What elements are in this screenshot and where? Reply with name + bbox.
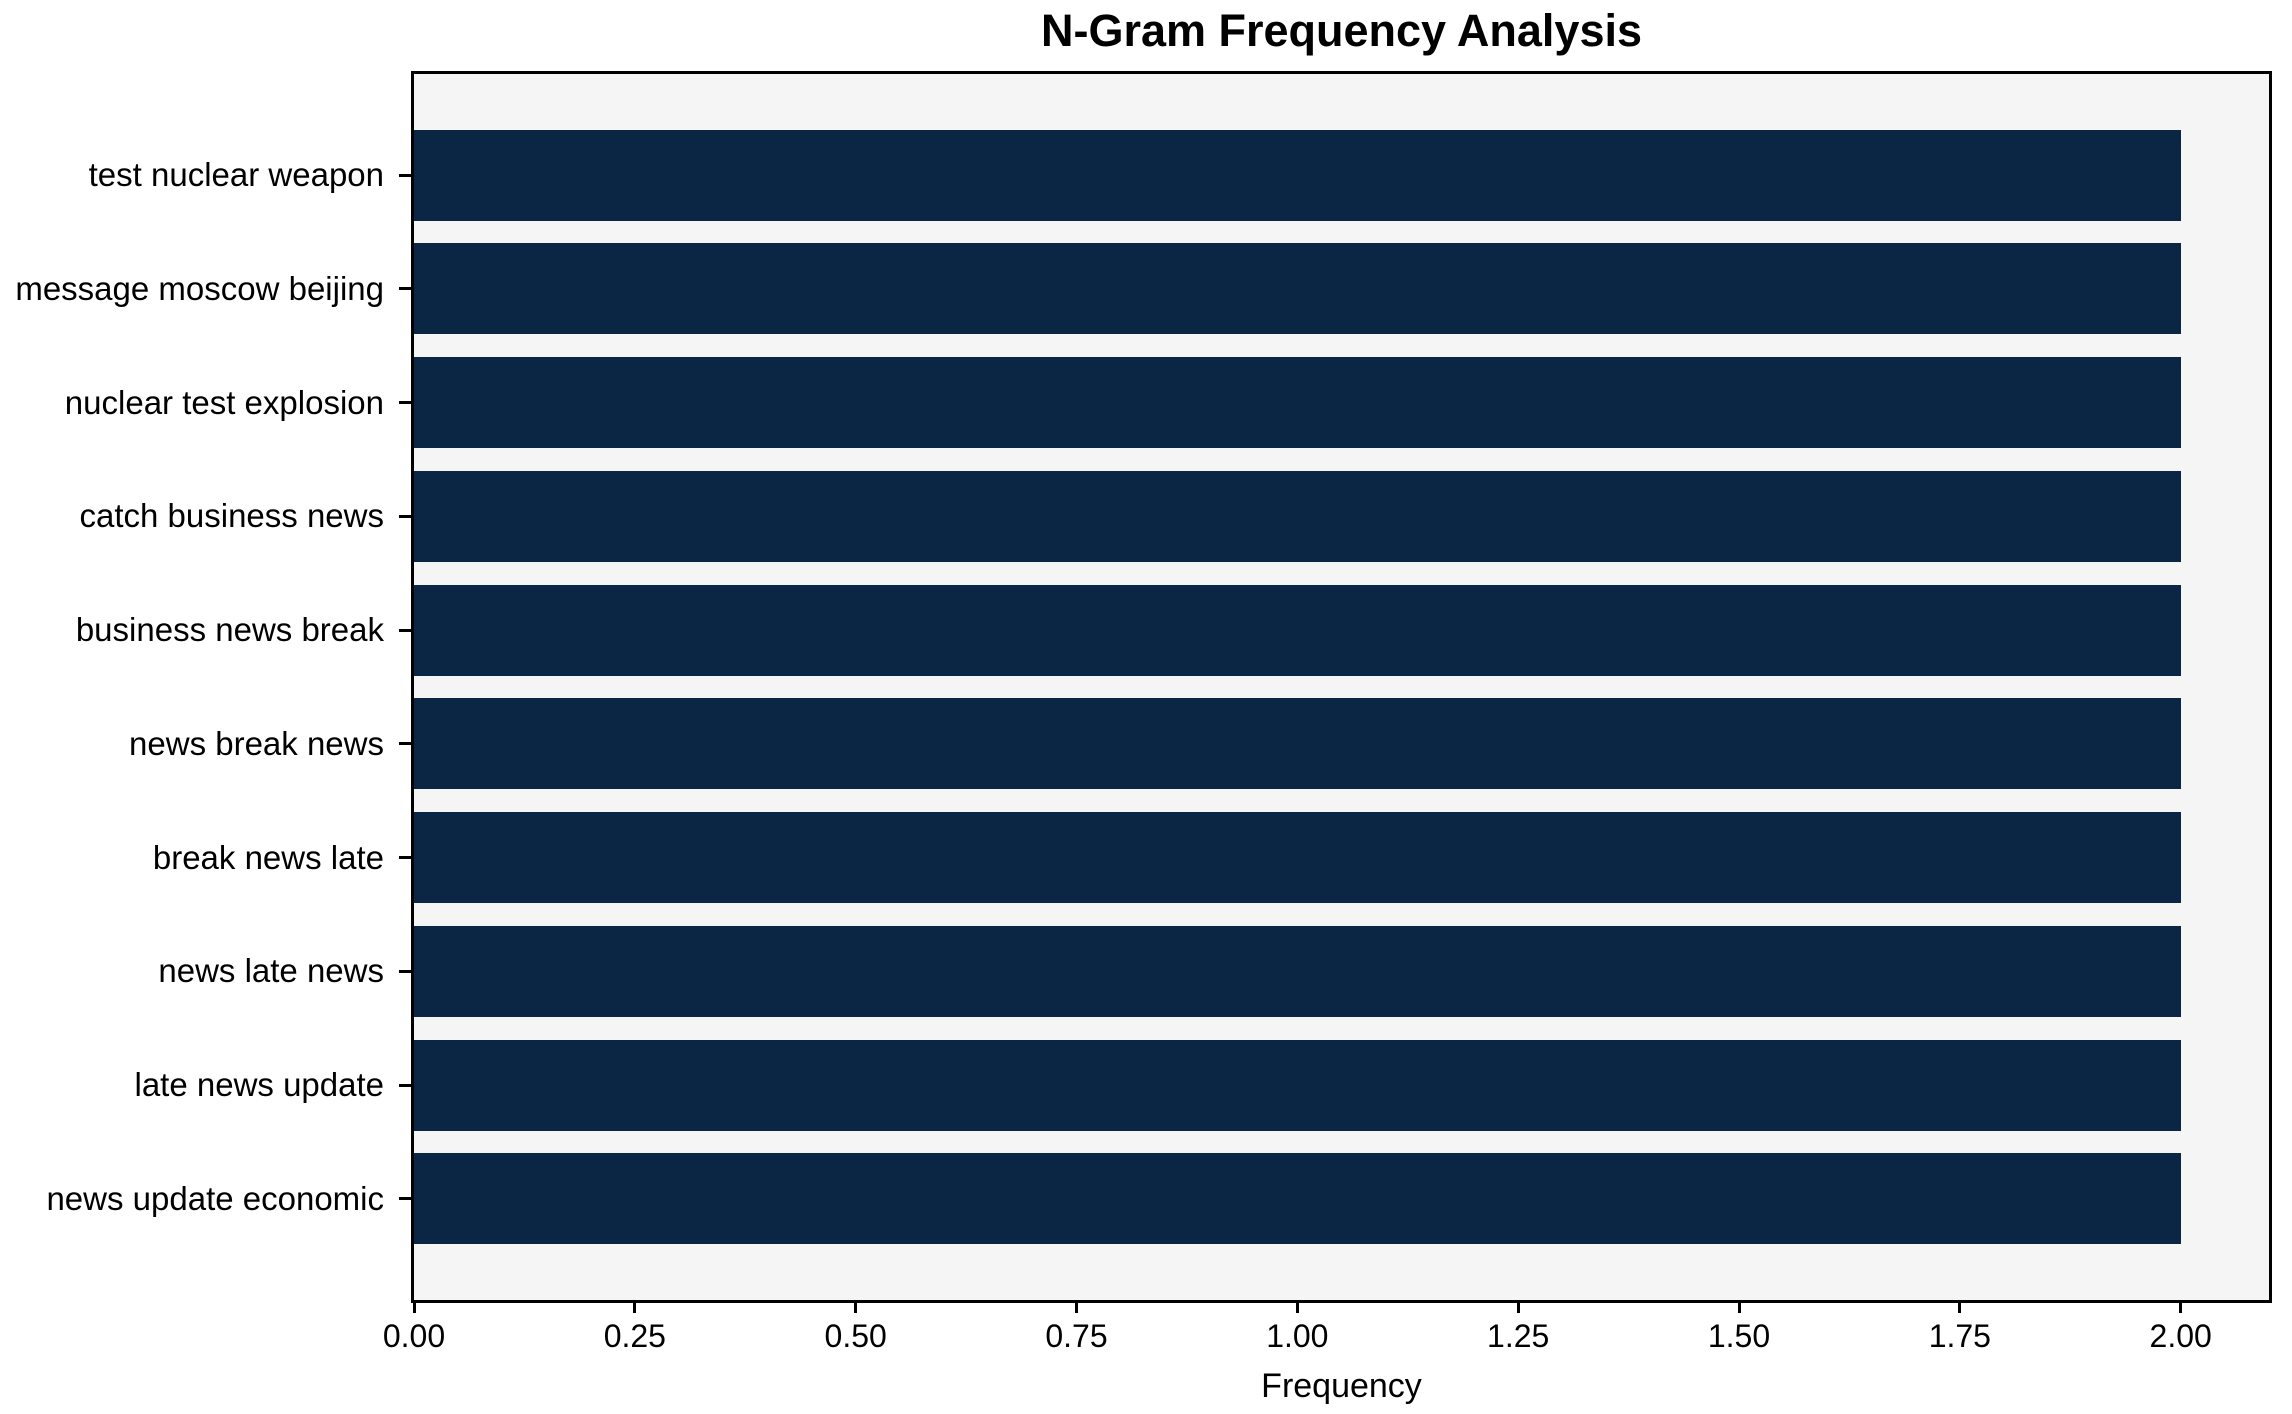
x-tick-mark <box>1075 1303 1078 1313</box>
bar <box>414 584 2181 676</box>
x-tick-mark <box>412 1303 416 1313</box>
x-tick-label: 1.25 <box>1487 1318 1550 1354</box>
x-tick-label: 1.00 <box>1266 1318 1329 1354</box>
x-tick-mark <box>1295 1303 1299 1313</box>
y-tick-mark <box>399 514 411 518</box>
bar <box>414 698 2181 790</box>
y-tick-label: news late news <box>158 952 384 990</box>
y-tick-label: news update economic <box>46 1179 384 1217</box>
x-tick-label: 0.25 <box>603 1318 666 1354</box>
y-tick-mark <box>399 287 411 291</box>
bar <box>414 1039 2181 1131</box>
bar <box>414 357 2181 449</box>
y-tick-label: business news break <box>75 611 384 649</box>
x-tick-label: 0.00 <box>382 1318 446 1354</box>
x-tick-mark <box>1737 1303 1741 1313</box>
x-tick-mark <box>633 1303 637 1313</box>
y-tick-label: catch business news <box>79 497 385 535</box>
x-tick-label: 2.00 <box>2149 1318 2212 1354</box>
y-tick-label: break news late <box>152 838 384 876</box>
y-tick-mark <box>399 969 411 973</box>
x-tick-label: 0.50 <box>824 1318 887 1354</box>
y-tick-mark <box>399 173 411 177</box>
y-tick-mark <box>399 401 411 405</box>
y-tick-label: late news update <box>134 1066 384 1104</box>
bar <box>414 925 2181 1017</box>
bar <box>414 243 2181 335</box>
y-tick-mark <box>399 1083 411 1087</box>
x-tick-mark <box>2179 1303 2183 1313</box>
bar <box>414 470 2181 562</box>
plot-area <box>411 71 2272 1303</box>
y-tick-label: nuclear test explosion <box>64 383 384 421</box>
y-tick-mark <box>399 856 411 860</box>
x-axis-label: Frequency <box>1261 1367 1422 1405</box>
x-tick-label: 1.50 <box>1707 1318 1771 1354</box>
y-tick-mark <box>399 628 411 632</box>
bar <box>414 812 2181 904</box>
x-tick-mark <box>1958 1303 1962 1313</box>
y-tick-label: test nuclear weapon <box>88 156 384 194</box>
x-tick-mark <box>854 1303 858 1313</box>
bar <box>414 1153 2181 1245</box>
bar <box>414 129 2181 221</box>
chart-title: N-Gram Frequency Analysis <box>1040 5 1643 56</box>
y-tick-label: message moscow beijing <box>15 269 384 307</box>
y-tick-label: news break news <box>129 724 384 762</box>
x-tick-mark <box>1516 1303 1520 1313</box>
y-tick-mark <box>399 1197 411 1201</box>
x-tick-label: 0.75 <box>1045 1318 1108 1354</box>
x-tick-label: 1.75 <box>1928 1318 1991 1354</box>
y-tick-mark <box>399 742 411 746</box>
